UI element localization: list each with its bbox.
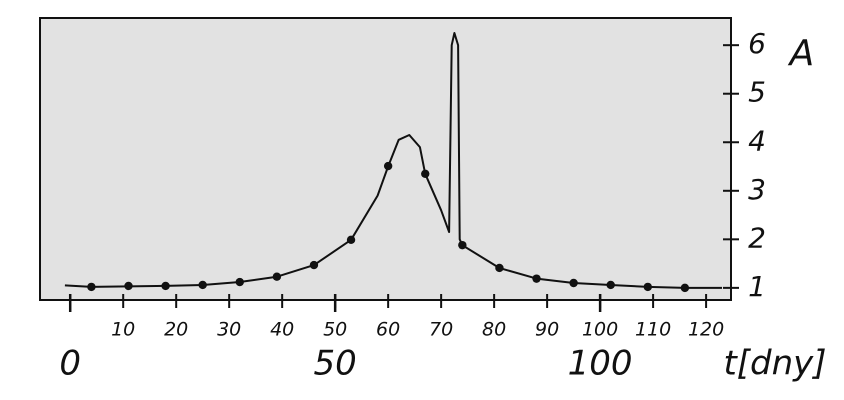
- y-tick-label: 2: [748, 221, 766, 254]
- data-point: [532, 274, 541, 283]
- x-tick-label: 90: [535, 319, 559, 341]
- y-tick-label: 5: [748, 76, 766, 109]
- x-tick-label: 80: [482, 319, 506, 341]
- data-point: [643, 282, 653, 292]
- data-point: [272, 272, 282, 281]
- data-point: [161, 281, 170, 291]
- y-tick-label: 4: [748, 124, 766, 157]
- data-point: [495, 263, 504, 273]
- x-major-tick-label: 50: [314, 344, 357, 384]
- x-tick-label: 20: [164, 319, 188, 341]
- x-tick-label: 10: [111, 319, 135, 341]
- data-point: [421, 169, 430, 179]
- x-major-tick-label: 100: [568, 344, 633, 384]
- x-tick-label: 40: [270, 319, 294, 341]
- y-tick-label: 6: [748, 27, 766, 60]
- x-tick-label: 70: [429, 319, 453, 341]
- y-axis-label: A: [788, 33, 815, 74]
- y-tick-label: 1: [748, 270, 766, 303]
- y-tick-label: 3: [748, 173, 766, 206]
- x-tick-label: 50: [323, 319, 347, 341]
- data-point: [309, 260, 319, 270]
- x-tick-label: 60: [376, 319, 400, 341]
- data-point: [383, 161, 393, 171]
- data-point: [680, 283, 690, 293]
- data-point: [198, 280, 207, 290]
- x-tick-label: 110: [635, 319, 671, 341]
- data-point: [569, 278, 578, 288]
- data-point: [87, 282, 96, 292]
- data-point: [124, 281, 133, 291]
- data-point: [346, 235, 356, 245]
- x-major-tick-label: 0: [59, 344, 81, 384]
- data-point: [235, 277, 244, 287]
- x-tick-label: 100: [582, 319, 618, 341]
- plot-area: [39, 17, 732, 301]
- data-point: [606, 280, 615, 290]
- x-tick-label: 30: [217, 319, 241, 341]
- data-point: [458, 240, 467, 250]
- x-tick-label: 120: [688, 319, 724, 341]
- x-axis-label: t[dny]: [723, 344, 826, 384]
